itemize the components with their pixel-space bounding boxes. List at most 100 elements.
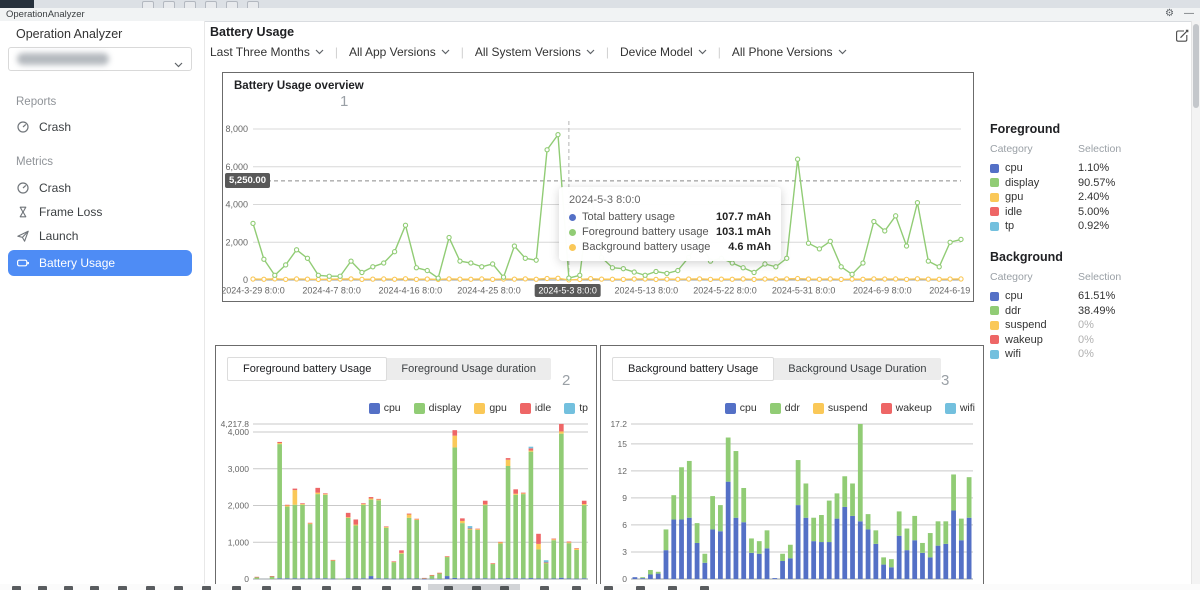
- taskbar-fragment[interactable]: [0, 584, 1200, 590]
- category-label: wifi: [1005, 348, 1021, 361]
- tooltip-row: Total battery usage 107.7 mAh: [569, 211, 771, 223]
- svg-text:3: 3: [622, 547, 627, 557]
- category-swatch: [990, 335, 999, 345]
- svg-text:17.2: 17.2: [610, 419, 627, 429]
- svg-text:12: 12: [618, 466, 628, 476]
- legend-item-ddr[interactable]: ddr: [769, 402, 800, 414]
- taskbar-icon-fragment[interactable]: [64, 586, 73, 590]
- table-row: cpu 1.10%: [990, 161, 1192, 176]
- taskbar-icon-fragment[interactable]: [146, 586, 155, 590]
- filter-last-three-months[interactable]: Last Three Months: [210, 45, 324, 59]
- legend-item-cpu[interactable]: cpu: [724, 402, 757, 414]
- scrollbar-track[interactable]: [1191, 21, 1200, 590]
- taskbar-icon-fragment[interactable]: [700, 586, 709, 590]
- table-row: idle 5.00%: [990, 205, 1192, 220]
- scrollbar-thumb[interactable]: [1193, 24, 1199, 108]
- selection-value: 61.51%: [1078, 290, 1116, 303]
- category-label: gpu: [1005, 191, 1024, 204]
- selection-value: 1.10%: [1078, 162, 1110, 175]
- taskbar-icon-fragment[interactable]: [322, 586, 331, 590]
- background-bars-plot[interactable]: 0 3 6 9 12 15 17.2: [601, 346, 981, 582]
- taskbar-icon-fragment[interactable]: [572, 586, 581, 590]
- filter-all-app-versions[interactable]: All App Versions: [349, 45, 450, 59]
- category-swatch: [990, 207, 999, 217]
- taskbar-icon-fragment[interactable]: [232, 586, 241, 590]
- taskbar-icon-fragment[interactable]: [262, 586, 271, 590]
- taskbar-icon-fragment[interactable]: [38, 586, 47, 590]
- filter-separator: |: [460, 45, 464, 59]
- legend-swatch: [880, 402, 892, 414]
- legend-item-wifi[interactable]: wifi: [944, 402, 975, 414]
- chevron-down-icon: [698, 49, 707, 55]
- taskbar-icon-fragment[interactable]: [444, 586, 453, 590]
- taskbar-icon-fragment[interactable]: [540, 586, 549, 590]
- taskbar-icon-fragment[interactable]: [292, 586, 301, 590]
- sidebar-section-label: Metrics: [16, 156, 54, 168]
- filter-separator: |: [717, 45, 721, 59]
- legend-label: wakeup: [895, 402, 932, 414]
- tab-foreground-1[interactable]: Foreground Usage duration: [401, 363, 536, 375]
- svg-text:15: 15: [618, 439, 628, 449]
- taskbar-icon-fragment[interactable]: [668, 586, 677, 590]
- legend-label: gpu: [489, 402, 507, 414]
- sidebar-item-label: Battery Usage: [39, 256, 116, 270]
- filter-separator: |: [334, 45, 338, 59]
- taskbar-icon-fragment[interactable]: [90, 586, 99, 590]
- legend-label: suspend: [827, 402, 868, 414]
- legend-label: display: [428, 402, 462, 414]
- tab-foreground-0[interactable]: Foreground battery Usage: [227, 357, 388, 381]
- gear-icon[interactable]: ⚙: [1165, 8, 1174, 19]
- tab-background-1[interactable]: Background Usage Duration: [788, 363, 927, 375]
- tooltip-series-value: 107.7 mAh: [715, 211, 771, 223]
- battery-usage-overview-chart[interactable]: Battery Usage overview 1 8,000 6,000 4,000…: [221, 72, 993, 302]
- taskbar-icon-fragment[interactable]: [174, 586, 183, 590]
- sidebar-item-battery-usage[interactable]: Battery Usage: [8, 250, 192, 276]
- filter-all-system-versions[interactable]: All System Versions: [475, 45, 595, 59]
- filter-bar: Last Three Months | All App Versions | All S…: [210, 45, 847, 59]
- taskbar-icon-fragment[interactable]: [636, 586, 645, 590]
- project-selector[interactable]: [8, 47, 192, 71]
- legend-item-suspend[interactable]: suspend: [812, 402, 868, 414]
- legend-item-idle[interactable]: idle: [519, 402, 551, 414]
- sidebar: Operation Analyzer Reports Crash Metrics Cr…: [0, 21, 205, 590]
- taskbar-icon-fragment[interactable]: [604, 586, 613, 590]
- category-label: cpu: [1005, 290, 1023, 303]
- column-header-category: Category: [990, 271, 1033, 283]
- background-battery-usage-chart[interactable]: Background battery Usage Background Usage…: [600, 345, 984, 585]
- category-label: cpu: [1005, 162, 1023, 175]
- sidebar-item-crash[interactable]: Crash: [8, 115, 192, 139]
- taskbar-icon-fragment[interactable]: [352, 586, 361, 590]
- legend-item-tp[interactable]: tp: [564, 402, 588, 414]
- sidebar-item-frame-loss[interactable]: Frame Loss: [8, 200, 192, 224]
- legend-item-wakeup[interactable]: wakeup: [880, 402, 932, 414]
- filter-device-model[interactable]: Device Model: [620, 45, 707, 59]
- tooltip-series-value: 103.1 mAh: [715, 226, 771, 238]
- minimize-icon[interactable]: —: [1184, 8, 1194, 19]
- taskbar-icon-fragment[interactable]: [202, 586, 211, 590]
- filter-all-phone-versions[interactable]: All Phone Versions: [732, 45, 847, 59]
- selection-value: 5.00%: [1078, 205, 1110, 218]
- taskbar-icon-fragment[interactable]: [472, 586, 481, 590]
- category-label: idle: [1005, 205, 1023, 218]
- taskbar-icon-fragment[interactable]: [382, 586, 391, 590]
- foreground-breakdown-panel: Foreground Category Selection cpu 1.10% di…: [990, 122, 1192, 234]
- sidebar-item-crash[interactable]: Crash: [8, 176, 192, 200]
- foreground-battery-usage-chart[interactable]: Foreground battery Usage Foreground Usage…: [215, 345, 597, 585]
- svg-text:4,000: 4,000: [228, 427, 250, 437]
- edit-icon[interactable]: [1174, 28, 1192, 46]
- svg-text:0: 0: [243, 275, 248, 285]
- taskbar-icon-fragment[interactable]: [412, 586, 421, 590]
- legend-item-display[interactable]: display: [413, 402, 462, 414]
- legend-label: wifi: [959, 402, 975, 414]
- legend-item-gpu[interactable]: gpu: [474, 402, 507, 414]
- sidebar-item-launch[interactable]: Launch: [8, 224, 192, 248]
- legend-item-cpu[interactable]: cpu: [368, 402, 401, 414]
- taskbar-icon-fragment[interactable]: [12, 586, 21, 590]
- taskbar-icon-fragment[interactable]: [118, 586, 127, 590]
- taskbar-icon-fragment[interactable]: [500, 586, 509, 590]
- svg-text:9: 9: [622, 493, 627, 503]
- tab-background-0[interactable]: Background battery Usage: [612, 357, 775, 381]
